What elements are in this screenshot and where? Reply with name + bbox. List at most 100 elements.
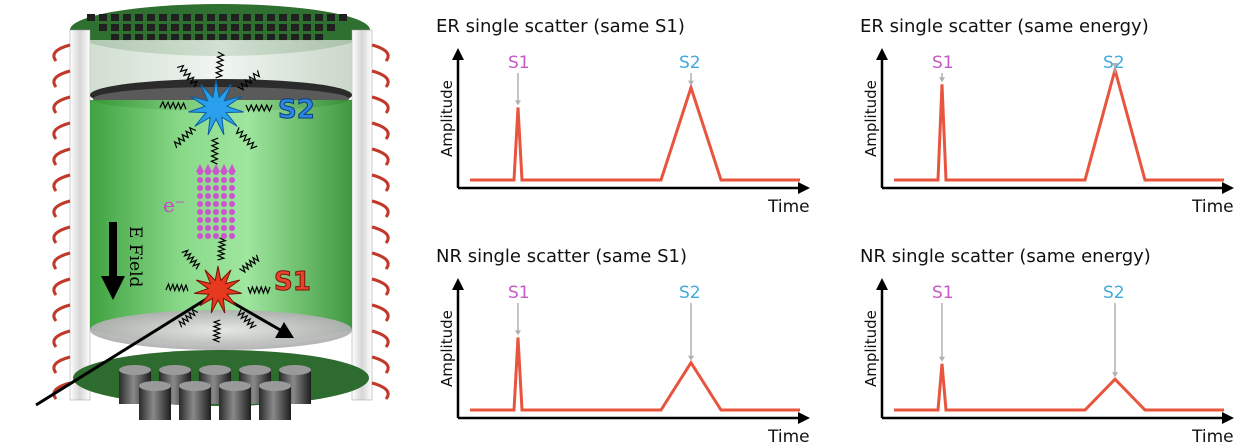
top-pmt	[291, 14, 299, 21]
top-pmt	[243, 34, 251, 41]
electron	[205, 201, 211, 207]
field-cage-ring	[52, 95, 71, 114]
field-cage-ring	[371, 329, 390, 348]
top-pmt	[123, 34, 131, 41]
electron-label: e⁻	[163, 193, 185, 217]
cryostat-wall-left	[69, 29, 91, 401]
x-axis-arrowhead	[1222, 182, 1234, 194]
top-pmt	[159, 14, 167, 21]
field-label: E Field	[125, 226, 145, 288]
top-pmt	[339, 14, 347, 21]
s1-peak-label: S1	[932, 53, 954, 73]
electron	[197, 217, 203, 223]
field-cage-ring	[371, 251, 390, 270]
field-cage-ring	[52, 69, 71, 88]
x-axis-arrowhead	[798, 412, 810, 424]
panel-title: ER single scatter (same energy)	[860, 16, 1149, 37]
electron	[221, 177, 227, 183]
field-cage-rings-right	[371, 43, 390, 400]
waveform-trace	[470, 82, 800, 182]
electron	[197, 233, 203, 239]
field-cage-ring	[371, 199, 390, 218]
top-pmt	[243, 14, 251, 21]
top-pmt	[315, 24, 323, 31]
y-axis-label: Amplitude	[862, 310, 880, 387]
s1-pointer-head	[515, 330, 521, 336]
s2-pointer-head	[688, 80, 694, 86]
x-axis-arrowhead	[798, 182, 810, 194]
photon-squiggle	[216, 237, 228, 261]
photon-squiggle	[181, 249, 201, 270]
top-pmt	[243, 24, 251, 31]
waveform-panel-3: NR single scatter (same S1) Amplitude Time…	[436, 246, 810, 447]
top-pmt	[171, 14, 179, 21]
electron	[205, 177, 211, 183]
top-pmt	[303, 14, 311, 21]
field-cage-ring	[371, 69, 390, 88]
s2-pointer-head	[1112, 372, 1118, 378]
top-pmt	[99, 14, 107, 21]
bottom-pmt	[259, 386, 291, 420]
x-axis-label: Time	[767, 427, 810, 447]
field-cage-ring	[52, 147, 71, 166]
photon-squiggle	[245, 103, 273, 113]
electron	[229, 217, 235, 223]
electron	[197, 193, 203, 199]
photon-squiggle	[247, 285, 271, 295]
field-cage-ring	[52, 225, 71, 244]
top-pmt	[111, 24, 119, 31]
bottom-pmt-face	[239, 365, 271, 375]
top-pmt	[207, 34, 215, 41]
top-pmt	[195, 14, 203, 21]
photon-squiggle	[214, 51, 226, 79]
electron-arrow	[228, 164, 236, 172]
electron	[197, 209, 203, 215]
top-pmt	[147, 34, 155, 41]
s1-peak-label: S1	[932, 283, 954, 303]
electron-arrow	[212, 164, 220, 172]
top-pmt	[219, 14, 227, 21]
field-cage-ring	[52, 121, 71, 140]
top-pmt	[87, 14, 95, 21]
electron	[205, 217, 211, 223]
bottom-pmt-face	[179, 381, 211, 391]
s1-light-flash	[194, 265, 242, 314]
top-pmt	[255, 14, 263, 21]
waveform-trace	[894, 363, 1224, 412]
electron	[197, 225, 203, 231]
top-pmt	[327, 14, 335, 21]
s1-pointer-head	[939, 77, 945, 83]
top-pmt	[135, 14, 143, 21]
top-pmt	[231, 34, 239, 41]
top-pmt	[279, 24, 287, 31]
top-pmt	[291, 34, 299, 41]
s2-peak-label: S2	[1103, 283, 1125, 303]
bottom-pmt-grid	[119, 365, 311, 420]
panel-title: NR single scatter (same S1)	[436, 246, 687, 267]
electron	[229, 225, 235, 231]
top-pmt	[315, 34, 323, 41]
photon-squiggle	[176, 64, 199, 88]
field-cage-ring	[371, 147, 390, 166]
field-cage-ring	[52, 251, 71, 270]
panel-title: ER single scatter (same S1)	[436, 16, 685, 37]
top-pmt	[111, 14, 119, 21]
field-cage-ring	[52, 381, 71, 400]
waveform-panels: ER single scatter (same S1) Amplitude Time…	[436, 16, 1234, 447]
top-pmt	[159, 24, 167, 31]
field-cage-rings-left	[52, 43, 71, 400]
photon-squiggle	[237, 70, 261, 91]
top-pmt	[207, 14, 215, 21]
field-cage-ring	[52, 43, 71, 62]
cryostat-wall-right	[351, 29, 373, 401]
top-pmt	[159, 34, 167, 41]
top-pmt	[279, 14, 287, 21]
top-pmt	[123, 24, 131, 31]
field-cage-ring	[52, 355, 71, 374]
electron	[213, 225, 219, 231]
top-pmt	[171, 24, 179, 31]
top-pmt	[183, 24, 191, 31]
photon-squiggle	[237, 309, 257, 330]
waveform-panel-1: ER single scatter (same S1) Amplitude Time…	[436, 16, 810, 217]
bottom-pmt	[139, 386, 171, 420]
